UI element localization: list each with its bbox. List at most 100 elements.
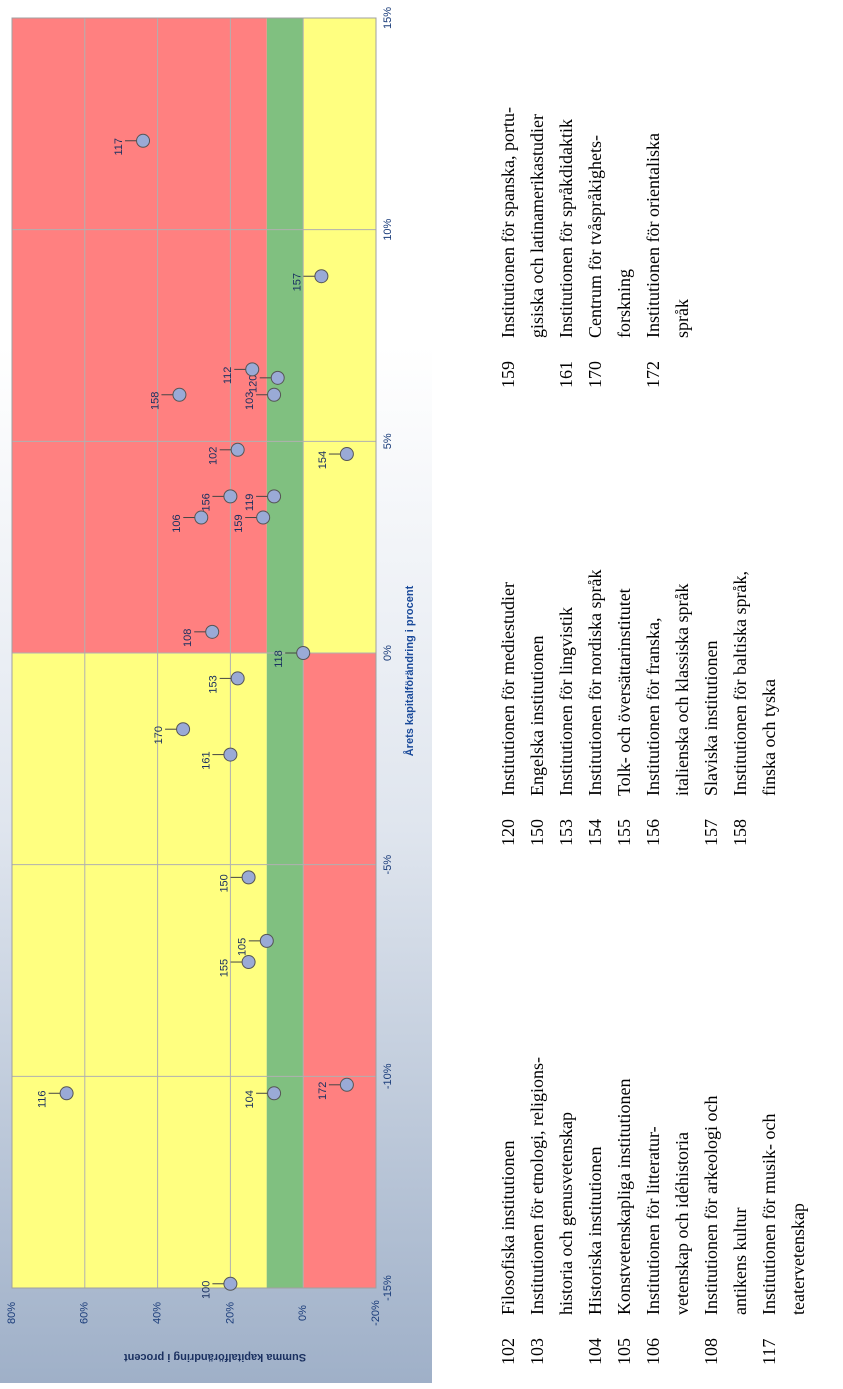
legend-item-172: 172 Institutionen för orientaliska bbox=[643, 133, 664, 388]
y-tick-label: 60% bbox=[79, 1302, 91, 1324]
y-tick-label: 80% bbox=[6, 1302, 18, 1324]
legend-text: historia och genusvetenskap bbox=[556, 1112, 576, 1315]
point-153 bbox=[230, 671, 245, 686]
point-label-155: 155 bbox=[219, 959, 231, 977]
legend-text: Institutionen för arkeologi och bbox=[701, 1095, 721, 1315]
legend-number: 157 bbox=[701, 819, 721, 846]
legend-item-cont-108: antikens kultur bbox=[730, 1208, 751, 1365]
point-label-116: 116 bbox=[37, 1090, 49, 1108]
point-label-102: 102 bbox=[208, 447, 220, 465]
legend-text: vetenskap och idéhistoria bbox=[672, 1132, 692, 1315]
point-103 bbox=[267, 387, 282, 402]
legend-item-108: 108 Institutionen för arkeologi och bbox=[701, 1096, 722, 1365]
legend-text: Institutionen för litteratur- bbox=[643, 1126, 663, 1315]
legend: 102 Filosofiska institutionen 103 Instituti… bbox=[490, 0, 843, 1389]
point-150 bbox=[241, 870, 256, 885]
point-label-170: 170 bbox=[153, 726, 165, 744]
point-108 bbox=[205, 624, 220, 639]
legend-text: finska och tyska bbox=[759, 679, 779, 796]
point-label-120: 120 bbox=[248, 375, 260, 393]
legend-number: 117 bbox=[759, 1338, 779, 1365]
y-tick-label: 20% bbox=[224, 1302, 236, 1324]
point-102 bbox=[230, 442, 245, 457]
legend-number: 158 bbox=[730, 819, 750, 846]
point-156 bbox=[223, 489, 238, 504]
legend-text: språk bbox=[672, 299, 692, 338]
legend-item-cont-172: språk bbox=[672, 299, 693, 388]
point-label-154: 154 bbox=[317, 451, 329, 469]
band-4 bbox=[303, 18, 376, 653]
y-axis-title: Summa kapitalförändring i procent bbox=[124, 1351, 306, 1363]
legend-number: 150 bbox=[527, 819, 547, 846]
point-117 bbox=[136, 133, 151, 148]
band-1 bbox=[12, 18, 267, 653]
legend-text: Institutionen för franska, bbox=[643, 617, 663, 796]
legend-item-156: 156 Institutionen för franska, bbox=[643, 618, 664, 846]
point-label-159: 159 bbox=[233, 514, 245, 532]
legend-text: Tolk- och översättarinstitutet bbox=[614, 588, 634, 796]
legend-text: Institutionen för baltiska språk, bbox=[730, 571, 750, 796]
legend-item-106: 106 Institutionen för litteratur- bbox=[643, 1126, 664, 1365]
point-label-104: 104 bbox=[244, 1090, 256, 1108]
point-label-100: 100 bbox=[200, 1281, 212, 1299]
point-157 bbox=[314, 269, 329, 284]
point-161 bbox=[223, 747, 238, 762]
point-120 bbox=[270, 370, 285, 385]
point-154 bbox=[339, 447, 354, 462]
point-label-117: 117 bbox=[113, 138, 125, 156]
point-label-105: 105 bbox=[237, 938, 249, 956]
legend-item-104: 104 Historiska institutionen bbox=[585, 1147, 606, 1366]
legend-item-cont-170: forskning bbox=[614, 269, 635, 388]
legend-item-cont-103: historia och genusvetenskap bbox=[556, 1112, 577, 1365]
legend-number: 108 bbox=[701, 1338, 721, 1365]
legend-item-cont-158: finska och tyska bbox=[759, 679, 780, 846]
point-label-118: 118 bbox=[273, 650, 285, 668]
legend-number: 105 bbox=[614, 1338, 634, 1365]
x-tick-label: 15% bbox=[382, 7, 394, 29]
point-159 bbox=[256, 510, 271, 525]
point-label-103: 103 bbox=[244, 392, 256, 410]
legend-text: Centrum för tvåspråkighets- bbox=[585, 135, 605, 338]
x-tick-label: -5% bbox=[382, 855, 394, 875]
point-label-150: 150 bbox=[219, 874, 231, 892]
point-172 bbox=[339, 1077, 354, 1092]
point-155 bbox=[241, 955, 256, 970]
legend-text: Institutionen för nordiska språk bbox=[585, 569, 605, 796]
legend-text: antikens kultur bbox=[730, 1207, 750, 1315]
point-label-172: 172 bbox=[317, 1082, 329, 1100]
x-tick-label: 0% bbox=[382, 645, 394, 661]
legend-item-159: 159 Institutionen för spanska, portu- bbox=[498, 107, 519, 388]
legend-text: Slaviska institutionen bbox=[701, 640, 721, 797]
point-label-112: 112 bbox=[222, 367, 234, 385]
point-106 bbox=[194, 510, 209, 525]
point-100 bbox=[223, 1276, 238, 1291]
legend-number: 104 bbox=[585, 1338, 605, 1365]
point-label-158: 158 bbox=[149, 392, 161, 410]
legend-number: 156 bbox=[643, 819, 663, 846]
legend-item-cont-159: gisiska och latinamerikastudier bbox=[527, 114, 548, 388]
legend-number: 106 bbox=[643, 1338, 663, 1365]
legend-text: teatervetenskap bbox=[788, 1203, 808, 1315]
legend-number: 170 bbox=[585, 361, 605, 388]
legend-text: Historiska institutionen bbox=[585, 1146, 605, 1316]
point-label-119: 119 bbox=[244, 494, 256, 512]
point-118 bbox=[296, 646, 311, 660]
legend-item-170: 170 Centrum för tvåspråkighets- bbox=[585, 135, 606, 388]
y-tick-label: -20% bbox=[370, 1300, 382, 1326]
legend-item-102: 102 Filosofiska institutionen bbox=[498, 1140, 519, 1365]
legend-text: forskning bbox=[614, 269, 634, 338]
legend-text: Engelska institutionen bbox=[527, 635, 547, 796]
point-119 bbox=[267, 489, 282, 504]
band-3 bbox=[303, 653, 376, 1288]
point-label-108: 108 bbox=[182, 629, 194, 647]
point-112 bbox=[245, 362, 260, 377]
legend-item-158: 158 Institutionen för baltiska språk, bbox=[730, 571, 751, 846]
legend-text: Konstvetenskapliga institutionen bbox=[614, 1078, 634, 1315]
legend-number: 172 bbox=[643, 361, 663, 388]
legend-number: 103 bbox=[527, 1338, 547, 1365]
point-label-106: 106 bbox=[171, 514, 183, 532]
point-104 bbox=[267, 1086, 282, 1101]
point-label-153: 153 bbox=[208, 675, 220, 693]
legend-text: Filosofiska institutionen bbox=[498, 1140, 518, 1315]
point-label-161: 161 bbox=[200, 751, 212, 769]
